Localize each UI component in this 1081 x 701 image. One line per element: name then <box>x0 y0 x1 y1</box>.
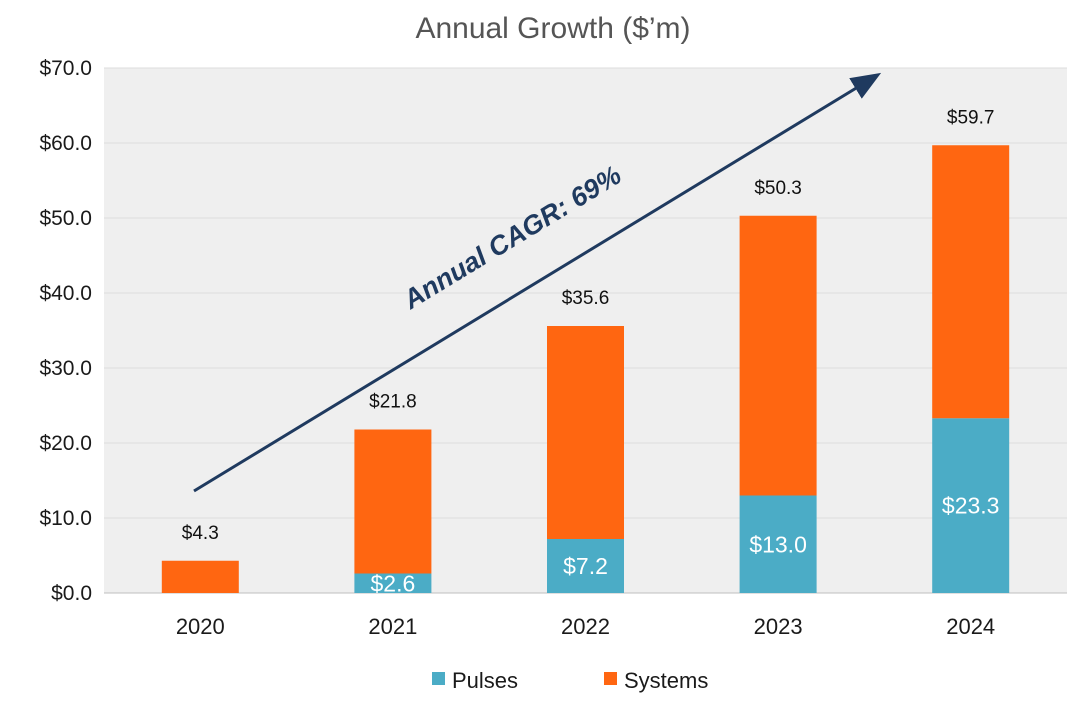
legend-swatch-pulses <box>432 672 445 685</box>
x-tick-label: 2024 <box>946 614 995 639</box>
cagr-arrow <box>193 72 882 493</box>
legend-swatch-systems <box>604 672 617 685</box>
total-label: $35.6 <box>562 288 610 309</box>
data-label-pulses: $7.2 <box>563 553 608 579</box>
data-label-pulses: $2.6 <box>371 570 416 596</box>
x-tick-label: 2023 <box>754 614 803 639</box>
legend-label-systems: Systems <box>624 668 708 693</box>
bar-systems-2022 <box>547 326 624 539</box>
total-label: $50.3 <box>754 178 802 199</box>
legend: Pulses Systems <box>432 668 708 693</box>
bar-pulses-2022 <box>547 539 624 593</box>
y-axis: $0.0 $10.0 $20.0 $30.0 $40.0 $50.0 $60.0 $70.0 <box>39 57 92 605</box>
x-tick-label: 2021 <box>368 614 417 639</box>
bar-systems-2020 <box>161 560 239 593</box>
y-tick-label: $20.0 <box>39 432 92 455</box>
y-tick-label: $50.0 <box>39 207 92 230</box>
y-tick-label: $30.0 <box>39 357 92 380</box>
bar-pulses-2024 <box>932 418 1010 593</box>
bar-systems-2021 <box>354 429 432 574</box>
bars: $4.3 $2.6 $21.8 $7.2 $35.6 $13.0 $50.3 $23.3 $59… <box>161 107 1010 596</box>
total-label: $21.8 <box>369 392 417 413</box>
x-tick-label: 2022 <box>561 614 610 639</box>
bar-pulses-2023 <box>739 495 817 593</box>
y-tick-label: $0.0 <box>51 582 92 605</box>
y-tick-label: $40.0 <box>39 282 92 305</box>
legend-label-pulses: Pulses <box>452 668 518 693</box>
bar-systems-2024 <box>932 145 1010 419</box>
data-label-pulses: $23.3 <box>942 493 1000 519</box>
chart-title: Annual Growth ($’m) <box>415 12 690 45</box>
bar-systems-2023 <box>739 215 817 496</box>
y-tick-label: $60.0 <box>39 132 92 155</box>
y-tick-label: $10.0 <box>39 507 92 530</box>
total-label: $4.3 <box>182 523 219 544</box>
x-axis: 2020 2021 2022 2023 2024 <box>176 614 995 639</box>
total-label: $59.7 <box>947 107 995 128</box>
bar-pulses-2021 <box>354 573 432 593</box>
y-tick-label: $70.0 <box>39 57 92 80</box>
data-label-pulses: $13.0 <box>749 531 807 557</box>
x-tick-label: 2020 <box>176 614 225 639</box>
